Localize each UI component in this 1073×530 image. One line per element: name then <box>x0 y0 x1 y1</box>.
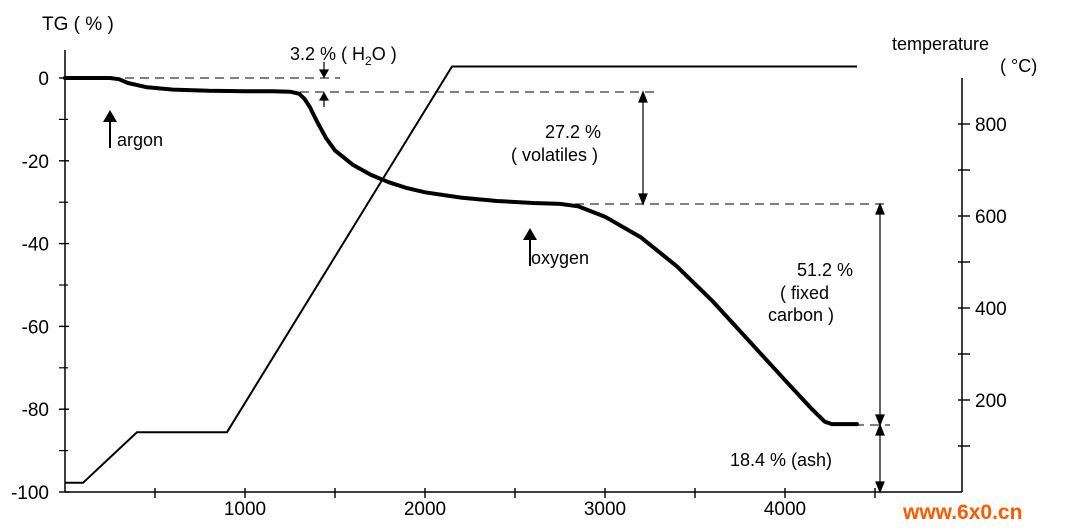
oxygen-marker: oxygen <box>523 228 589 268</box>
x-tick-label: 1000 <box>224 499 266 520</box>
x-tick-label: 4000 <box>764 499 806 520</box>
water-loss-annotation: 3.2 % ( H2O ) <box>290 44 397 68</box>
right-tick-label: 200 <box>975 391 1007 412</box>
argon-label: argon <box>117 130 163 150</box>
left-tick-label: -80 <box>22 400 49 421</box>
dashed-guides <box>110 77 890 426</box>
watermark-text: www.6x0.cn <box>902 501 1022 524</box>
fixed-carbon-label-2: carbon ) <box>768 305 834 325</box>
fixed-carbon-label-1: ( fixed <box>780 283 829 303</box>
left-tick-label: -100 <box>11 483 49 504</box>
right-tick-label: 600 <box>975 207 1007 228</box>
tg-series-line <box>63 76 859 427</box>
temperature-series-line <box>65 65 857 484</box>
right-axis-unit: ( °C) <box>1000 56 1037 76</box>
fixed-carbon-percent: 51.2 % <box>797 260 853 280</box>
left-tick-label: 0 <box>38 69 49 90</box>
x-axis-ticks: 1000 2000 3000 4000 <box>154 488 876 520</box>
x-tick-label: 2000 <box>404 499 446 520</box>
oxygen-label: oxygen <box>531 248 589 268</box>
left-tick-label: -40 <box>22 235 49 256</box>
plot-frame <box>64 50 963 493</box>
argon-marker: argon <box>103 110 163 150</box>
watermark: www.6x0.cn <box>898 495 1068 525</box>
right-axis-title: temperature <box>892 34 989 54</box>
right-tick-label: 800 <box>975 115 1007 136</box>
dimension-arrows <box>318 62 885 494</box>
volatiles-percent: 27.2 % <box>545 122 601 142</box>
left-tick-label: -20 <box>22 152 49 173</box>
left-axis-ticks: 0 -20 -40 -60 -80 -100 <box>11 69 69 504</box>
right-tick-label: 400 <box>975 299 1007 320</box>
left-axis-title: TG ( % ) <box>42 14 114 35</box>
ash-annotation: 18.4 % (ash) <box>730 450 832 470</box>
volatiles-label: ( volatiles ) <box>511 145 598 165</box>
x-tick-label: 3000 <box>584 499 626 520</box>
right-axis-ticks: 800 600 400 200 <box>958 115 1007 447</box>
left-tick-label: -60 <box>22 317 49 338</box>
